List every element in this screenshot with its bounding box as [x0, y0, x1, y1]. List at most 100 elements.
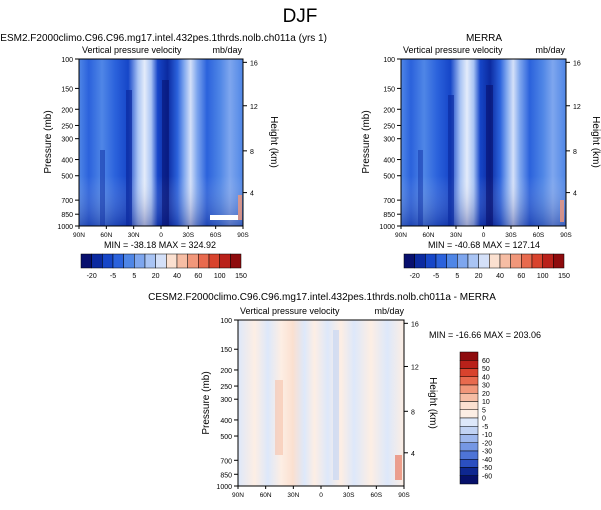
- panel-diff-subtitle-right: mb/day: [374, 306, 404, 316]
- colorbar-swatch: [414, 253, 426, 269]
- x-tick-label: 30S: [505, 232, 517, 239]
- y-tick-label: 1000: [57, 224, 73, 231]
- panel-diff-subtitle-left: Vertical pressure velocity: [240, 306, 340, 316]
- colorbar-label: 40: [482, 374, 490, 381]
- colorbar-swatch: [134, 253, 146, 269]
- y-tick-label: 300: [383, 137, 395, 144]
- colorbar-swatch: [459, 434, 479, 443]
- panel-diff-y-ticks: 100 150 200 250 300 400 500 700 850 1000: [216, 318, 238, 491]
- panel-model-stats: MIN = -38.18 MAX = 324.92: [104, 240, 216, 250]
- panel-obs-title: MERRA: [466, 33, 502, 44]
- colorbar-swatch: [499, 253, 511, 269]
- y-tick-label: 400: [383, 158, 395, 165]
- panel-diff-stats: MIN = -16.66 MAX = 203.06: [429, 330, 541, 340]
- x-tick-label: 0: [319, 492, 323, 499]
- y-tick-label: 200: [61, 107, 73, 114]
- panel-model-subtitle-left: Vertical pressure velocity: [82, 45, 182, 55]
- panel-diff-x-ticks: 90N 60N 30N 0 30S 60S 90S: [232, 486, 410, 499]
- colorbar-swatch: [553, 253, 565, 269]
- colorbar-label: 5: [482, 407, 486, 414]
- colorbar-swatch: [459, 376, 479, 386]
- panel-diff-title: CESM2.F2000climo.C96.C96.mg17.intel.432p…: [148, 292, 496, 303]
- y-tick-label: 300: [61, 137, 73, 144]
- colorbar-label: -30: [482, 449, 492, 456]
- colorbar-label: 60: [482, 358, 490, 365]
- y2-tick-label: 16: [250, 60, 258, 67]
- colorbar-swatch: [510, 253, 522, 269]
- y-tick-label: 400: [61, 158, 73, 165]
- colorbar-label: 20: [482, 391, 490, 398]
- y2-tick-label: 12: [411, 364, 419, 371]
- colorbar-swatch: [459, 459, 479, 468]
- x-tick-label: 60N: [423, 232, 435, 239]
- y-tick-label: 150: [383, 86, 395, 93]
- panel-obs-x-ticks: 90N 60N 30N 0 30S 60S 90S: [395, 226, 572, 239]
- y2-tick-label: 8: [411, 409, 415, 416]
- colorbar-label: -10: [482, 432, 492, 439]
- colorbar-label: -20: [410, 273, 420, 280]
- x-tick-label: 60S: [533, 232, 545, 239]
- y2-tick-label: 12: [573, 104, 581, 111]
- y-tick-label: 250: [61, 123, 73, 130]
- colorbar-swatch: [459, 426, 479, 435]
- y-tick-label: 100: [383, 57, 395, 64]
- colorbar-swatch: [459, 368, 479, 377]
- y2-tick-label: 8: [573, 149, 577, 156]
- x-tick-label: 30N: [450, 232, 462, 239]
- colorbar-label: 100: [537, 273, 549, 280]
- panel-obs-subtitle-right: mb/day: [535, 45, 565, 55]
- panel-model-y-axis: Pressure (mb) 100 150 200 250 300 400 500 700 85…: [43, 57, 79, 231]
- y-tick-label: 300: [220, 397, 232, 404]
- y-tick-label: 100: [220, 318, 232, 325]
- colorbar-label: 40: [496, 273, 504, 280]
- y-tick-label: 1000: [216, 484, 232, 491]
- colorbar-label: -50: [482, 465, 492, 472]
- page-title: DJF: [283, 6, 318, 27]
- y-tick-label: 1000: [379, 224, 395, 231]
- panel-obs-y-axis: Pressure (mb) 100 150 200 250 300 400 500 700 85…: [361, 57, 401, 231]
- colorbar-swatch: [219, 253, 231, 269]
- y2-tick-label: 4: [573, 191, 577, 198]
- panel-diff-y2-axis: Height (km) 16 12 8 4: [404, 321, 438, 458]
- y-tick-label: 700: [383, 198, 395, 205]
- colorbar-label: -5: [110, 273, 116, 280]
- panel-diff-plot-area: [237, 319, 405, 487]
- colorbar-swatch: [208, 253, 220, 269]
- colorbar-label: 0: [482, 416, 486, 423]
- colorbar-swatch: [446, 253, 458, 269]
- colorbar-swatch: [425, 253, 437, 269]
- x-tick-label: 90S: [560, 232, 572, 239]
- panel-diff-y2-ticks: 16 12 8 4: [404, 321, 419, 458]
- colorbar-label: -20: [482, 440, 492, 447]
- colorbar-swatch: [230, 253, 242, 269]
- panel-diff-ylabel: Pressure (mb): [201, 371, 212, 434]
- colorbar-swatch: [198, 253, 210, 269]
- y-tick-label: 400: [220, 418, 232, 425]
- colorbar-swatch: [459, 360, 479, 369]
- y-tick-label: 700: [61, 198, 73, 205]
- x-tick-label: 30N: [287, 492, 299, 499]
- y-tick-label: 150: [220, 347, 232, 354]
- panel-model-subtitle-right: mb/day: [212, 45, 242, 55]
- y-tick-label: 200: [383, 107, 395, 114]
- colorbar-swatch: [459, 417, 479, 427]
- colorbar-label: 20: [152, 273, 160, 280]
- x-tick-label: 60N: [260, 492, 272, 499]
- panel-obs-subtitle-left: Vertical pressure velocity: [403, 45, 503, 55]
- colorbar-swatch: [478, 253, 490, 269]
- colorbar-swatch: [176, 253, 188, 269]
- panel-diff: CESM2.F2000climo.C96.C96.mg17.intel.432p…: [148, 292, 541, 499]
- colorbar-swatch: [459, 393, 479, 402]
- y-tick-label: 850: [383, 212, 395, 219]
- colorbar-swatch: [521, 253, 533, 269]
- panel-diff-y-axis: Pressure (mb) 100 150 200 250 300 400 500 700 85…: [201, 318, 238, 491]
- colorbar-label: -20: [87, 273, 97, 280]
- y-tick-label: 200: [220, 368, 232, 375]
- colorbar-label: 60: [194, 273, 202, 280]
- colorbar-swatch: [459, 450, 479, 460]
- y2-tick-label: 16: [411, 321, 419, 328]
- colorbar-swatch: [459, 351, 479, 361]
- colorbar-swatch: [435, 253, 447, 269]
